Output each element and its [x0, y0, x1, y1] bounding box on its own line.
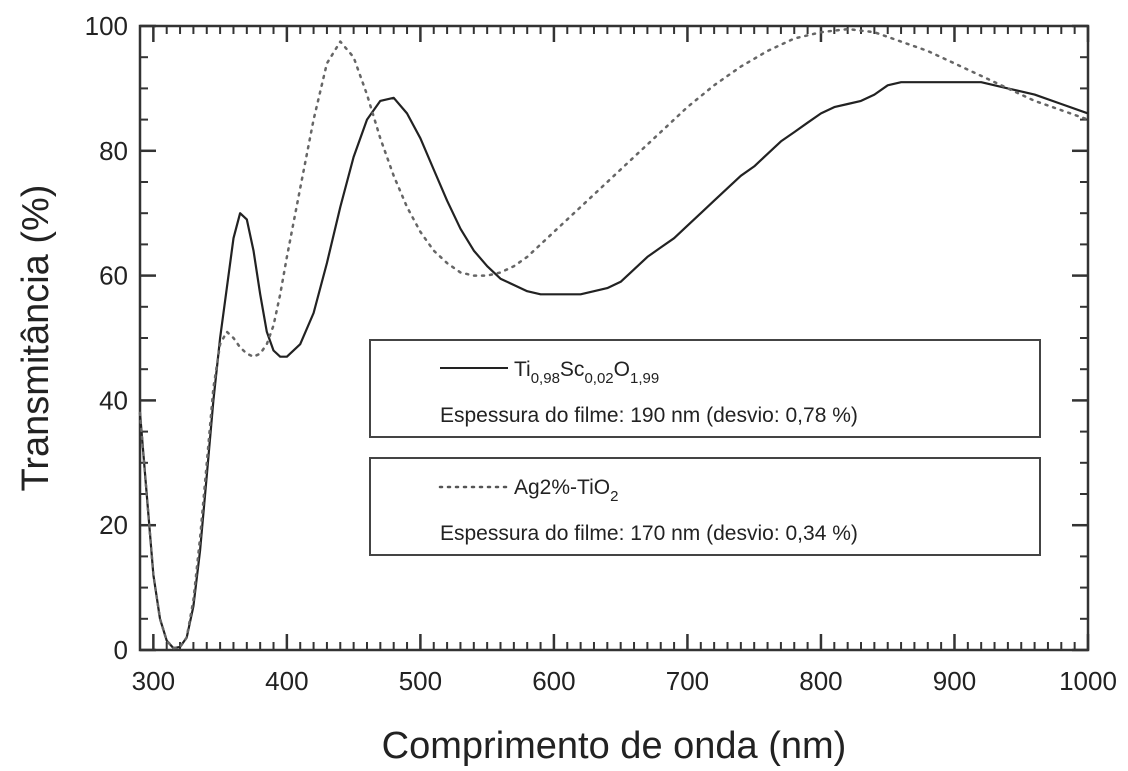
- legend: Ti0,98Sc0,02O1,99 Espessura do filme: 19…: [369, 339, 1041, 556]
- x-axis: 300 400 500 600 700 800 900 1000: [132, 26, 1117, 696]
- legend-label-series-2: Ag2%-TiO2: [514, 476, 618, 505]
- x-tick-label: 1000: [1059, 666, 1117, 696]
- series-line-1: [138, 81, 1089, 650]
- legend-label-part: Ag2%-TiO: [514, 476, 610, 499]
- series-line-2: [138, 27, 1090, 650]
- legend-label-series-1: Ti0,98Sc0,02O1,99: [514, 358, 659, 387]
- x-tick-label: 500: [399, 666, 442, 696]
- legend-label-part: Sc: [560, 358, 585, 381]
- legend-entry-series-1: Ti0,98Sc0,02O1,99 Espessura do filme: 19…: [369, 339, 1041, 438]
- x-tick-label: 900: [933, 666, 976, 696]
- legend-label-part: Ti: [514, 358, 531, 381]
- legend-box-series-1: [369, 339, 1041, 438]
- x-tick-label: 800: [799, 666, 842, 696]
- legend-note-series-1: Espessura do filme: 190 nm (desvio: 0,78…: [440, 404, 858, 427]
- y-tick-label: 20: [99, 510, 128, 540]
- legend-label-sub: 1,99: [630, 370, 659, 387]
- x-tick-label: 600: [532, 666, 575, 696]
- legend-entry-series-2: Ag2%-TiO2 Espessura do filme: 170 nm (de…: [369, 457, 1041, 556]
- y-axis: 0 20 40 60 80 100: [85, 11, 1088, 665]
- x-tick-label: 400: [265, 666, 308, 696]
- legend-label-sub: 0,02: [584, 370, 613, 387]
- y-tick-label: 100: [85, 11, 128, 41]
- legend-label-sub: 0,98: [531, 370, 560, 387]
- x-tick-label: 300: [132, 666, 175, 696]
- legend-box-series-2: [369, 457, 1041, 556]
- legend-label-part: O: [614, 358, 630, 381]
- y-tick-label: 80: [99, 136, 128, 166]
- y-tick-label: 40: [99, 385, 128, 415]
- y-tick-label: 0: [114, 635, 128, 665]
- y-axis-title: Transmitância (%): [15, 185, 57, 492]
- legend-note-series-2: Espessura do filme: 170 nm (desvio: 0,34…: [440, 522, 858, 545]
- x-axis-title: Comprimento de onda (nm): [382, 725, 847, 767]
- y-tick-label: 60: [99, 261, 128, 291]
- series-layer: [138, 27, 1090, 650]
- plot-area: [138, 24, 1090, 652]
- legend-label-sub: 2: [610, 488, 618, 505]
- plot-frame: [138, 24, 1090, 652]
- x-tick-label: 700: [666, 666, 709, 696]
